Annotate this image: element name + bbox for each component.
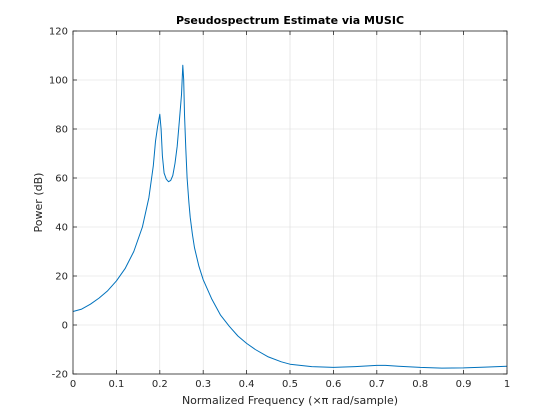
x-tick-label: 0.4 (239, 379, 255, 390)
x-tick-label: 0.6 (325, 379, 341, 390)
y-tick-label: 20 (55, 272, 68, 283)
y-tick-label: 100 (49, 76, 68, 87)
x-tick-label: 0.8 (412, 379, 428, 390)
y-tick-label: 120 (49, 27, 68, 38)
x-axis-label: Normalized Frequency (×π rad/sample) (182, 394, 398, 407)
x-tick-label: 0.9 (456, 379, 472, 390)
x-tick-label: 0.3 (195, 379, 211, 390)
chart-title: Pseudospectrum Estimate via MUSIC (176, 14, 404, 27)
y-tick-labels: -20 0 20 40 60 80 100 120 (49, 27, 68, 381)
x-tick-label: 0.1 (108, 379, 124, 390)
series-layer (72, 64, 508, 369)
x-tick-label: 1 (504, 379, 510, 390)
tick-marks (72, 30, 508, 375)
x-tick-labels: 0 0.1 0.2 0.3 0.4 0.5 0.6 0.7 0.8 0.9 1 (70, 379, 510, 390)
x-tick-label: 0.7 (369, 379, 385, 390)
y-tick-label: 80 (55, 125, 68, 136)
y-tick-label: -20 (52, 370, 68, 381)
x-tick-label: 0.2 (152, 379, 168, 390)
y-tick-label: 0 (62, 321, 68, 332)
y-axis-label: Power (dB) (32, 173, 45, 233)
x-tick-label: 0 (70, 379, 76, 390)
y-tick-label: 60 (55, 174, 68, 185)
y-tick-label: 40 (55, 223, 68, 234)
pseudospectrum-line (72, 64, 508, 369)
x-tick-label: 0.5 (282, 379, 298, 390)
